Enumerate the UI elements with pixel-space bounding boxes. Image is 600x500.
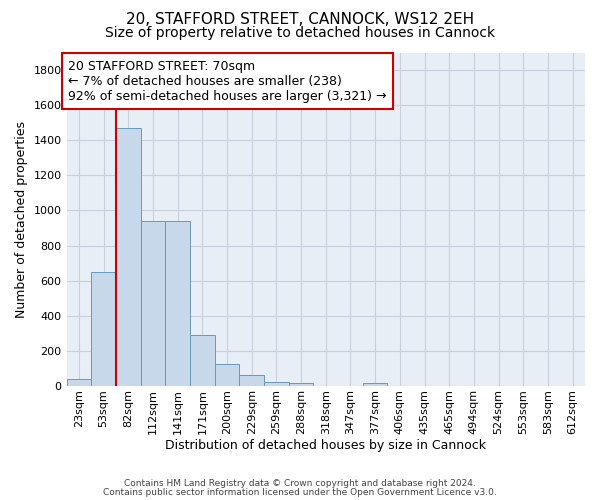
Y-axis label: Number of detached properties: Number of detached properties xyxy=(15,121,28,318)
Bar xyxy=(215,364,239,386)
Text: Contains HM Land Registry data © Crown copyright and database right 2024.: Contains HM Land Registry data © Crown c… xyxy=(124,478,476,488)
Bar xyxy=(91,272,116,386)
Text: Size of property relative to detached houses in Cannock: Size of property relative to detached ho… xyxy=(105,26,495,40)
Bar xyxy=(190,335,215,386)
Bar xyxy=(165,221,190,386)
Text: Contains public sector information licensed under the Open Government Licence v3: Contains public sector information licen… xyxy=(103,488,497,497)
X-axis label: Distribution of detached houses by size in Cannock: Distribution of detached houses by size … xyxy=(165,440,486,452)
Bar xyxy=(140,221,165,386)
Text: 20, STAFFORD STREET, CANNOCK, WS12 2EH: 20, STAFFORD STREET, CANNOCK, WS12 2EH xyxy=(126,12,474,28)
Bar xyxy=(264,382,289,386)
Bar xyxy=(67,379,91,386)
Bar xyxy=(363,384,388,386)
Bar xyxy=(116,128,140,386)
Bar xyxy=(239,374,264,386)
Text: 20 STAFFORD STREET: 70sqm
← 7% of detached houses are smaller (238)
92% of semi-: 20 STAFFORD STREET: 70sqm ← 7% of detach… xyxy=(68,60,386,102)
Bar xyxy=(289,384,313,386)
